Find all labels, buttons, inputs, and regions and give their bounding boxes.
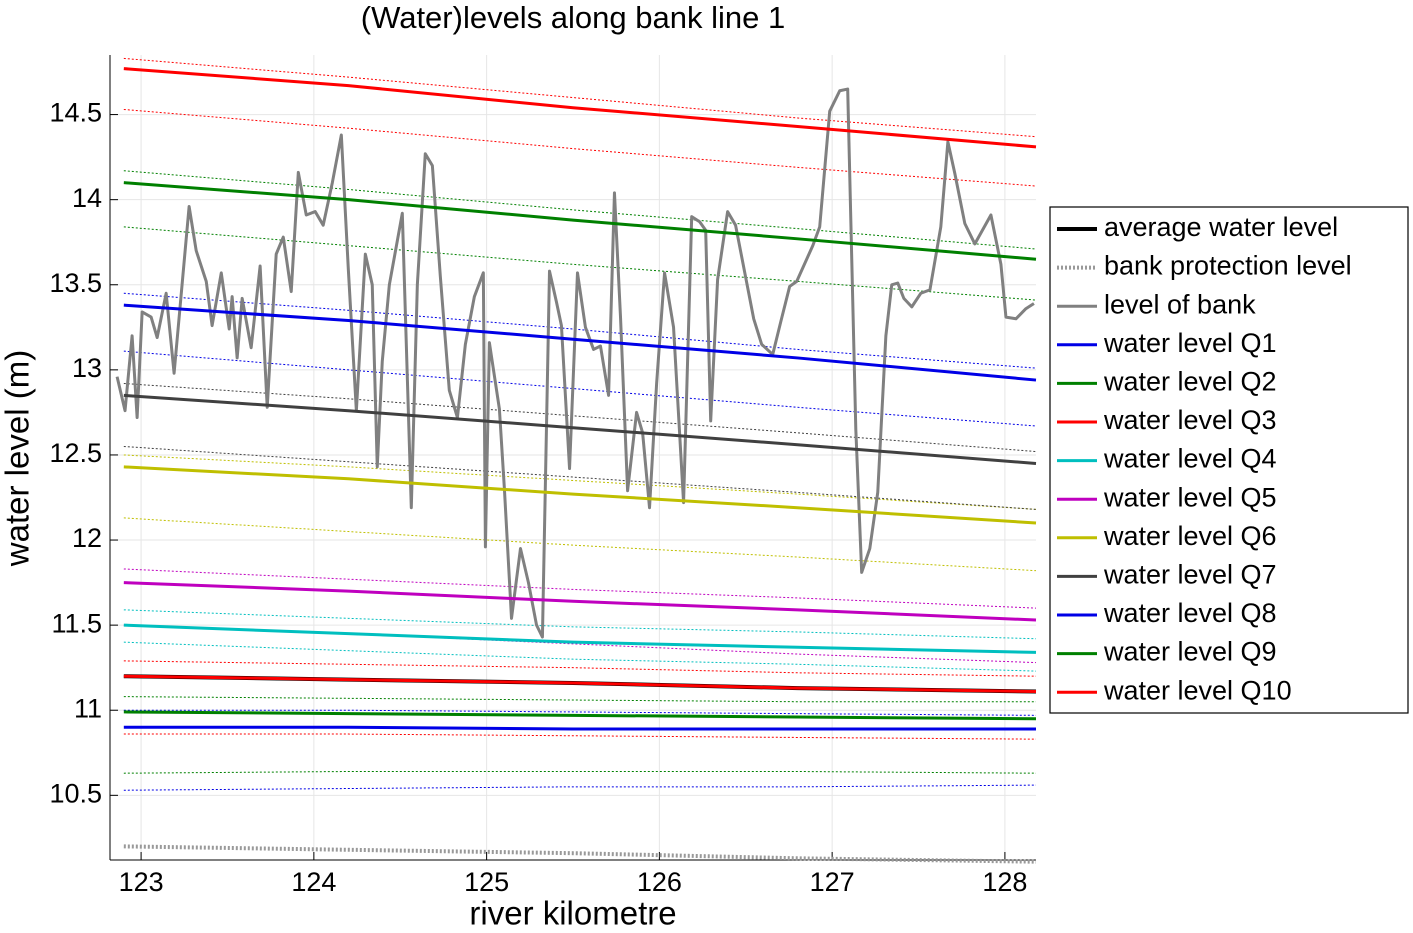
x-tick-label: 126 bbox=[637, 867, 682, 897]
y-tick-label: 12 bbox=[72, 523, 102, 553]
legend-label: water level Q10 bbox=[1103, 675, 1292, 705]
band-line bbox=[123, 709, 1037, 716]
legend-label: level of bank bbox=[1104, 289, 1256, 319]
band-line bbox=[123, 660, 1037, 677]
series-line bbox=[123, 710, 1037, 721]
band-line bbox=[123, 641, 1037, 672]
band-line bbox=[123, 784, 1037, 791]
y-tick-label: 14 bbox=[72, 183, 102, 213]
x-tick-label: 125 bbox=[464, 867, 509, 897]
legend-label: water level Q5 bbox=[1103, 482, 1277, 512]
band-line bbox=[123, 568, 1037, 609]
y-tick-label: 13.5 bbox=[49, 268, 102, 298]
series-line bbox=[115, 87, 1035, 639]
series-line bbox=[123, 623, 1037, 654]
x-tick-label: 128 bbox=[982, 867, 1027, 897]
x-tick-label: 127 bbox=[810, 867, 855, 897]
series-line bbox=[123, 393, 1037, 465]
series-line bbox=[123, 725, 1036, 731]
legend-label: bank protection level bbox=[1104, 251, 1352, 281]
band-line bbox=[123, 733, 1037, 740]
band-line bbox=[123, 454, 1037, 510]
y-axis-label: water level (m) bbox=[0, 350, 36, 567]
legend-label: water level Q4 bbox=[1103, 444, 1277, 474]
series-line bbox=[123, 67, 1037, 149]
chart-title: (Water)levels along bank line 1 bbox=[361, 0, 785, 35]
series-line bbox=[123, 465, 1037, 525]
y-tick-label: 10.5 bbox=[49, 778, 102, 808]
series-line bbox=[123, 674, 1037, 694]
series-line bbox=[123, 181, 1037, 261]
y-tick-label: 12.5 bbox=[49, 438, 102, 468]
series-line bbox=[123, 844, 1037, 864]
legend-label: average water level bbox=[1104, 212, 1338, 242]
y-tick-label: 14.5 bbox=[49, 98, 102, 128]
legend-label: water level Q3 bbox=[1103, 405, 1277, 435]
y-tick-label: 11.5 bbox=[51, 608, 102, 638]
legend-label: water level Q2 bbox=[1103, 367, 1277, 397]
band-line bbox=[123, 771, 1037, 774]
x-tick-label: 124 bbox=[291, 867, 336, 897]
band-line bbox=[123, 170, 1037, 250]
x-tick-label: 123 bbox=[119, 867, 164, 897]
legend-label: water level Q7 bbox=[1103, 560, 1277, 590]
band-line bbox=[123, 609, 1037, 640]
legend-label: water level Q6 bbox=[1103, 521, 1277, 551]
y-tick-label: 11 bbox=[74, 693, 102, 723]
legend-box bbox=[1049, 206, 1409, 714]
y-tick-label: 13 bbox=[72, 353, 102, 383]
legend-label: water level Q8 bbox=[1103, 598, 1277, 628]
series-line bbox=[123, 303, 1037, 382]
band-line bbox=[123, 57, 1037, 138]
x-axis-label: river kilometre bbox=[469, 895, 676, 932]
band-line bbox=[123, 696, 1036, 703]
series-line bbox=[123, 581, 1037, 622]
legend-label: water level Q1 bbox=[1103, 328, 1277, 358]
legend-label: water level Q9 bbox=[1103, 637, 1277, 667]
